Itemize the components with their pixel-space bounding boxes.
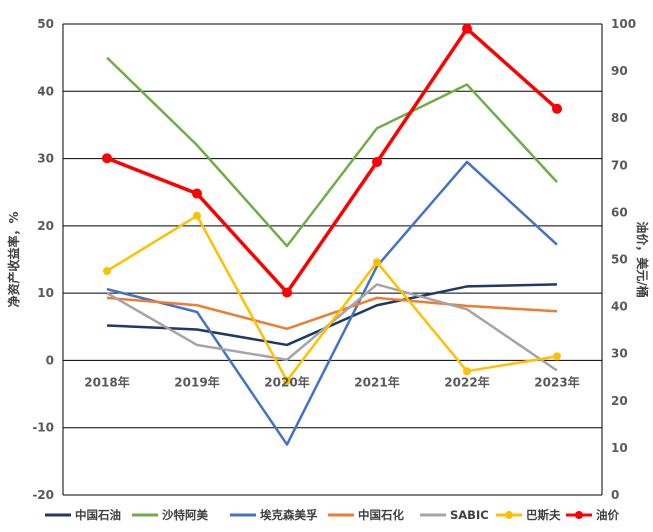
data-point (372, 157, 382, 168)
y-left-tick-label: -20 (32, 488, 54, 502)
data-point (283, 376, 291, 385)
legend-label: 中国石化 (358, 508, 404, 522)
y-right-tick-label: 70 (611, 158, 628, 172)
y-axis-right-title: 油价，美元/桶 (635, 221, 650, 297)
legend-label: 中国石油 (75, 508, 121, 522)
data-point (102, 153, 112, 164)
y-right-tick-label: 50 (611, 253, 628, 267)
data-point (103, 266, 111, 275)
legend-label: 巴斯夫 (526, 508, 561, 522)
y-left-tick-label: 30 (37, 152, 54, 166)
legend: 中国石油 沙特阿美 埃克森美孚 中国石化 SABIC 巴斯夫 油价 (45, 508, 619, 522)
y-left-tick-label: -10 (32, 421, 54, 435)
y-right-tick-label: 40 (611, 300, 628, 314)
y-right-tick-label: 30 (611, 347, 628, 361)
series-line (106, 296, 558, 331)
series-lines (102, 23, 562, 446)
series-line (106, 160, 558, 446)
tick-labels: -20 -10 0 10 20 30 40 50 0 10 20 30 40 50 60 70 80 90 100 2… (32, 17, 636, 502)
y-left-tick-label: 50 (37, 17, 54, 31)
series-line (106, 214, 558, 382)
series-line (106, 56, 558, 248)
y-right-tick-label: 90 (611, 64, 628, 78)
axis-titles: 净资产收益率，% 油价，美元/桶 (6, 211, 650, 307)
data-point (552, 103, 562, 114)
x-tick-label: 2023年 (534, 374, 579, 389)
series-line (106, 26, 559, 295)
y-left-tick-label: 40 (37, 84, 54, 98)
legend-marker (575, 511, 583, 519)
y-right-tick-label: 0 (611, 488, 619, 502)
y-right-tick-label: 100 (611, 17, 636, 31)
data-point (193, 211, 201, 220)
y-axis-left-title: 净资产收益率，% (6, 211, 21, 307)
y-left-tick-label: 0 (46, 353, 54, 367)
data-point (373, 258, 381, 267)
y-right-tick-label: 10 (611, 441, 628, 455)
x-tick-label: 2018年 (84, 374, 129, 389)
legend-label: 埃克森美孚 (260, 508, 318, 522)
data-point (282, 287, 292, 298)
y-right-tick-label: 20 (611, 394, 628, 408)
legend-label: SABIC (450, 508, 489, 522)
legend-marker (505, 511, 513, 519)
legend-label: 沙特阿美 (162, 508, 208, 522)
data-point (553, 352, 561, 361)
y-left-tick-label: 20 (37, 219, 54, 233)
x-tick-label: 2021年 (354, 374, 399, 389)
data-point (192, 188, 202, 199)
axes (62, 24, 603, 495)
y-left-tick-label: 10 (37, 286, 54, 300)
data-point (462, 23, 472, 34)
y-right-tick-label: 60 (611, 205, 628, 219)
legend-label: 油价 (596, 508, 619, 522)
x-tick-label: 2019年 (174, 374, 219, 389)
y-right-tick-label: 80 (611, 111, 628, 125)
series-line (106, 283, 558, 347)
x-tick-label: 2020年 (264, 374, 309, 389)
x-tick-label: 2022年 (444, 374, 489, 389)
data-point (463, 367, 471, 376)
